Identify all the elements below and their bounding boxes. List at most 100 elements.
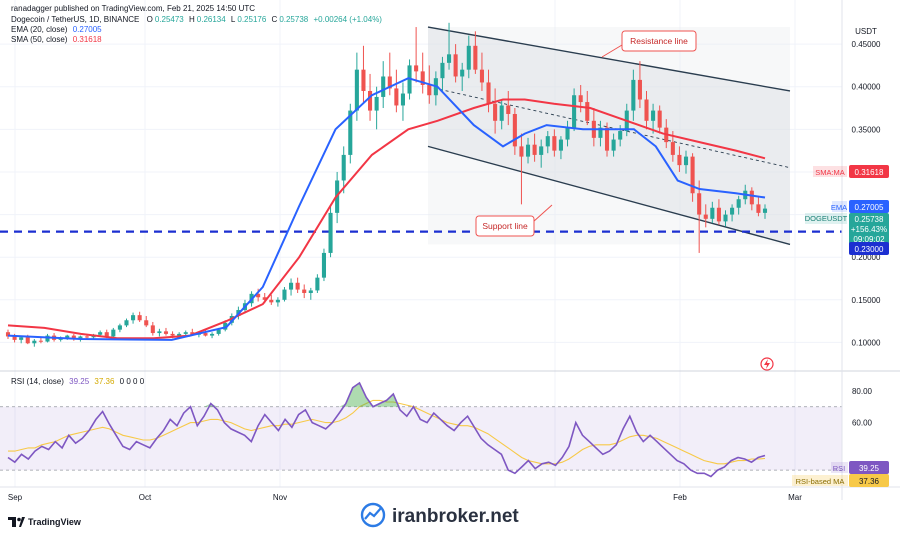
tradingview-logo-text: TradingView	[28, 517, 82, 527]
candle-body	[170, 333, 175, 336]
time-axis[interactable]: Sep Oct Nov Feb Mar	[8, 493, 802, 502]
candles	[5, 22, 768, 347]
support-callout[interactable]: Support line	[475, 204, 553, 237]
candle-body	[19, 337, 24, 340]
rsi-legend-label: RSI (14, close)	[11, 377, 64, 386]
candle-body	[558, 139, 563, 151]
ohlc-legend[interactable]: Dogecoin / TetherUS, 1D, BINANCE O 0.2547…	[11, 15, 382, 25]
candle-body	[157, 331, 162, 334]
candle-body	[354, 69, 359, 111]
candle-body	[256, 293, 261, 298]
candle-body	[203, 333, 208, 336]
candle-body	[460, 69, 465, 77]
resistance-trendline[interactable]	[427, 26, 791, 92]
candle-body	[210, 333, 215, 336]
candle-body	[446, 54, 452, 63]
symbol-tag-name: DOGEUSDT	[805, 214, 848, 223]
candle-body	[512, 113, 517, 147]
candle-body	[315, 277, 320, 291]
candle-body	[32, 340, 37, 344]
candle-body	[479, 69, 484, 83]
level-price-tag[interactable]: 0.23000	[849, 242, 889, 255]
ohlc-c-value: 0.25738	[279, 15, 309, 24]
sma-legend-label: SMA (50, close)	[11, 35, 68, 44]
rsi-ma-legend-value: 37.36	[94, 377, 115, 386]
ema-price-tag[interactable]: EMA 0.27005	[831, 200, 889, 213]
candle-body	[670, 142, 675, 155]
rsi-ma-value-tag[interactable]: RSI-based MA 37.36	[792, 474, 889, 487]
sma-price-tag[interactable]: SMA:MA 0.31618	[813, 165, 889, 178]
candle-body	[473, 45, 478, 70]
support-trendline[interactable]	[427, 145, 791, 246]
candle-body	[486, 82, 491, 104]
alert-icon[interactable]	[760, 357, 774, 371]
candle-body	[282, 289, 287, 300]
candle-body	[637, 79, 642, 100]
resistance-callout[interactable]: Resistance line	[601, 30, 697, 58]
candle-body	[651, 110, 656, 121]
bar-countdown: 09:09:02	[853, 235, 885, 244]
rsi-value-tag[interactable]: RSI 39.25	[831, 461, 889, 474]
price-tick-label: 0.45000	[852, 40, 881, 49]
candle-body	[703, 214, 708, 219]
candle-body	[5, 332, 11, 337]
candle-body	[631, 79, 636, 111]
time-tick-label: Nov	[273, 493, 287, 502]
candle-body	[618, 131, 623, 140]
candle-body	[716, 207, 721, 222]
candle-body	[611, 139, 616, 151]
candle-body	[723, 214, 728, 222]
candle-body	[348, 110, 353, 155]
rsi-legend-extra: 0 0 0 0	[119, 377, 145, 386]
rsi-ma-tag-value: 37.36	[859, 477, 880, 486]
candle-body	[440, 62, 445, 79]
price-axis[interactable]: 0.450000.400000.350000.300000.250000.200…	[852, 40, 881, 347]
candle-body	[25, 337, 30, 344]
candle-body	[78, 336, 83, 340]
candle-body	[163, 331, 169, 334]
candle-body	[321, 252, 327, 278]
ema-legend[interactable]: EMA (20, close) 0.27005	[11, 25, 102, 35]
rsi-legend[interactable]: RSI (14, close) 39.25 37.36 0 0 0 0	[11, 377, 144, 387]
candle-body	[177, 333, 182, 336]
price-tick-label: 0.10000	[852, 338, 881, 347]
ema-line	[7, 77, 766, 341]
candle-body	[289, 282, 294, 290]
candle-body	[150, 325, 155, 334]
candle-body	[736, 199, 741, 208]
sma-legend[interactable]: SMA (50, close) 0.31618	[11, 35, 102, 45]
sma-tag-name: SMA:MA	[815, 168, 845, 177]
change-percent: +156.43%	[851, 225, 887, 234]
time-tick-label: Sep	[8, 493, 23, 502]
candle-body	[262, 297, 267, 300]
candle-body	[545, 136, 550, 147]
level-tag-value: 0.23000	[855, 245, 884, 254]
candle-body	[493, 103, 498, 121]
rsi-axis[interactable]: 80.00 60.00	[852, 387, 873, 428]
candle-body	[275, 299, 280, 303]
candle-body	[84, 336, 90, 338]
candle-body	[657, 110, 662, 128]
rsi-band	[0, 406, 842, 471]
candle-body	[677, 154, 682, 166]
support-label: Support line	[482, 221, 528, 231]
tradingview-logo[interactable]: TradingView	[8, 517, 82, 527]
sma-line	[7, 98, 766, 340]
ohlc-h-value: 0.26134	[196, 15, 226, 24]
candle-body	[730, 207, 735, 215]
candle-body	[683, 156, 689, 166]
candle-body	[216, 329, 221, 334]
candle-body	[374, 96, 379, 111]
resistance-label: Resistance line	[630, 36, 688, 46]
last-price-tag[interactable]: DOGEUSDT 0.25738 +156.43% 09:09:02	[805, 213, 889, 245]
ema-legend-label: EMA (20, close)	[11, 25, 68, 34]
candle-body	[131, 315, 136, 321]
candle-body	[190, 332, 195, 335]
candle-body	[124, 320, 129, 326]
candle-body	[137, 315, 142, 321]
rsi-legend-value: 39.25	[69, 377, 90, 386]
symbol-title: Dogecoin / TetherUS, 1D, BINANCE	[11, 15, 140, 24]
candle-body	[45, 335, 50, 342]
watermark-text: iranbroker.net	[392, 506, 519, 527]
ohlc-o-label: O	[146, 15, 153, 24]
